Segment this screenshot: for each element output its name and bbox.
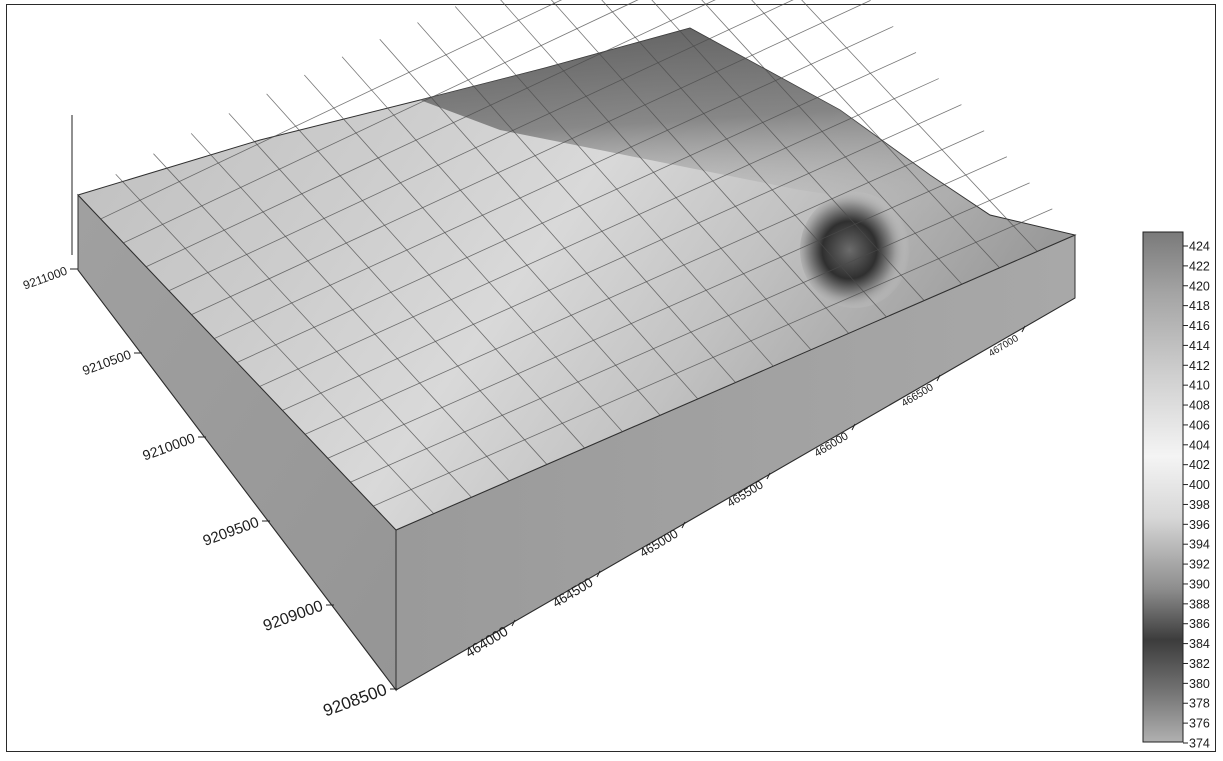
colorbar bbox=[1142, 231, 1184, 743]
x-tick-mark bbox=[851, 423, 856, 431]
grid-line-x bbox=[266, 93, 585, 449]
grid-line-y bbox=[191, 0, 871, 316]
grid-line-y bbox=[236, 52, 917, 363]
grid-line-y bbox=[168, 0, 794, 292]
colorbar-tick-label: 386 bbox=[1189, 617, 1210, 631]
grid-line-x bbox=[801, 0, 1038, 252]
grid-line-y bbox=[350, 182, 1030, 483]
depression-shading bbox=[800, 192, 910, 308]
colorbar-tick-label: 390 bbox=[1189, 577, 1210, 591]
surface-grid bbox=[100, 0, 1053, 514]
grid-line-y bbox=[100, 0, 563, 220]
colorbar-tick-label: 420 bbox=[1189, 279, 1210, 293]
y-tick-label: 9211000 bbox=[21, 264, 69, 293]
grid-line-x bbox=[153, 153, 472, 498]
colorbar-tick-label: 384 bbox=[1189, 637, 1210, 651]
grid-line-y bbox=[327, 156, 1008, 459]
grid-line-x bbox=[500, 0, 812, 350]
grid-line-y bbox=[123, 0, 639, 244]
grid-line-x bbox=[190, 133, 510, 482]
x-tick-mark bbox=[511, 619, 516, 627]
x-tick-mark bbox=[681, 521, 686, 529]
colorbar-tick-label: 376 bbox=[1189, 717, 1210, 731]
colorbar-tick-label: 406 bbox=[1189, 418, 1210, 432]
grid-line-y bbox=[145, 0, 716, 268]
y-tick-label: 9208500 bbox=[321, 680, 390, 720]
x-tick-mark bbox=[936, 374, 941, 382]
colorbar-tick-label: 418 bbox=[1189, 299, 1210, 313]
colorbar-tick-label: 378 bbox=[1189, 697, 1210, 711]
grid-line-y bbox=[214, 26, 894, 339]
x-tick-mark bbox=[596, 570, 601, 578]
colorbar-ticks: 424 422 420 418 416 414 412 410 408 406 404 402 400 3… bbox=[1183, 240, 1210, 751]
colorbar-tick-label: 400 bbox=[1189, 478, 1210, 492]
y-tick-label: 9210000 bbox=[140, 430, 197, 464]
y-tick-label: 9209000 bbox=[261, 598, 325, 635]
grid-line-x bbox=[115, 173, 435, 514]
grid-line-x bbox=[701, 0, 963, 285]
colorbar-tick-label: 382 bbox=[1189, 657, 1210, 671]
grid-line-y bbox=[373, 208, 1053, 507]
grid-line-x bbox=[601, 0, 887, 318]
grid-line-x bbox=[651, 0, 925, 301]
colorbar-tick-label: 388 bbox=[1189, 597, 1210, 611]
colorbar-tick-label: 394 bbox=[1189, 538, 1210, 552]
grid-line-x bbox=[341, 56, 661, 416]
colorbar-tick-label: 404 bbox=[1189, 438, 1210, 452]
x-tick-mark bbox=[766, 472, 771, 480]
colorbar-tick-label: 408 bbox=[1189, 399, 1210, 413]
colorbar-tick-label: 424 bbox=[1189, 240, 1210, 254]
grid-line-x bbox=[228, 113, 548, 465]
grid-line-x bbox=[304, 74, 623, 432]
colorbar-tick-label: 392 bbox=[1189, 558, 1210, 572]
colorbar-tick-label: 412 bbox=[1189, 359, 1210, 373]
colorbar-tick-label: 380 bbox=[1189, 677, 1210, 691]
colorbar-tick-label: 396 bbox=[1189, 518, 1210, 532]
grid-line-x bbox=[379, 39, 699, 400]
colorbar-tick-label: 402 bbox=[1189, 458, 1210, 472]
colorbar-tick-label: 422 bbox=[1189, 259, 1210, 273]
colorbar-tick-label: 410 bbox=[1189, 379, 1210, 393]
grid-line-y bbox=[304, 130, 985, 435]
grid-line-x bbox=[550, 0, 849, 334]
grid-line-y bbox=[282, 104, 962, 411]
grid-line-x bbox=[417, 22, 736, 383]
ridge-shading bbox=[420, 28, 1075, 238]
y-tick-label: 9210500 bbox=[80, 347, 133, 378]
grid-line-x bbox=[751, 0, 1000, 269]
colorbar-tick-label: 374 bbox=[1189, 737, 1210, 751]
y-tick-label: 9209500 bbox=[201, 514, 262, 550]
colorbar-tick-label: 416 bbox=[1189, 319, 1210, 333]
y-axis-line bbox=[77, 269, 397, 691]
colorbar-tick-label: 414 bbox=[1189, 339, 1210, 353]
grid-line-y bbox=[259, 78, 939, 387]
colorbar-tick-label: 398 bbox=[1189, 498, 1210, 512]
x-axis-line bbox=[395, 297, 1076, 691]
grid-line-x bbox=[454, 6, 774, 367]
x-tick-mark bbox=[1021, 325, 1026, 333]
